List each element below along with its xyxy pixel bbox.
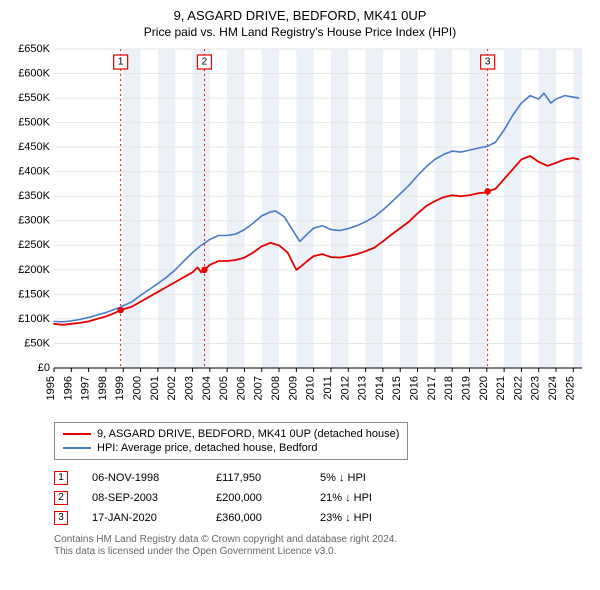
event-row: 1 06-NOV-1998 £117,950 5% ↓ HPI (54, 468, 590, 488)
legend-row: 9, ASGARD DRIVE, BEDFORD, MK41 0UP (deta… (63, 427, 399, 441)
svg-text:2001: 2001 (149, 376, 161, 400)
svg-text:£550K: £550K (18, 92, 50, 104)
svg-text:2011: 2011 (322, 376, 334, 400)
svg-text:£100K: £100K (18, 313, 50, 325)
svg-text:3: 3 (485, 56, 491, 67)
svg-text:£300K: £300K (18, 215, 50, 227)
legend-swatch (63, 433, 91, 435)
svg-text:2009: 2009 (287, 376, 299, 400)
svg-text:2021: 2021 (495, 376, 507, 400)
chart-svg: £0 £50K £100K £150K £200K £250K £300K £350K £400… (10, 43, 590, 418)
svg-text:2003: 2003 (183, 376, 195, 400)
event-badge: 1 (54, 471, 68, 485)
event-badge: 2 (54, 491, 68, 505)
chart-plot-area: £0 £50K £100K £150K £200K £250K £300K £350K £400… (10, 43, 590, 418)
legend-label: HPI: Average price, detached house, Bedf… (97, 442, 318, 454)
footer-line2: This data is licensed under the Open Gov… (54, 546, 590, 559)
event-price: £200,000 (216, 492, 296, 504)
event-hpi-diff: 23% ↓ HPI (320, 512, 372, 524)
svg-text:2025: 2025 (564, 376, 576, 400)
footer-line1: Contains HM Land Registry data © Crown c… (54, 534, 590, 547)
svg-text:1999: 1999 (114, 376, 126, 400)
events-table: 1 06-NOV-1998 £117,950 5% ↓ HPI 2 08-SEP-2003… (54, 468, 590, 528)
svg-text:£400K: £400K (18, 165, 50, 177)
svg-text:2018: 2018 (443, 376, 455, 400)
event-price: £360,000 (216, 512, 296, 524)
chart-title-line1: 9, ASGARD DRIVE, BEDFORD, MK41 0UP (10, 8, 590, 25)
chart-title-line2: Price paid vs. HM Land Registry's House … (10, 25, 590, 39)
svg-text:2013: 2013 (357, 376, 369, 400)
svg-text:£650K: £650K (18, 43, 50, 55)
event-row: 2 08-SEP-2003 £200,000 21% ↓ HPI (54, 488, 590, 508)
svg-text:£200K: £200K (18, 264, 50, 276)
legend-row: HPI: Average price, detached house, Bedf… (63, 441, 399, 455)
svg-text:1: 1 (118, 56, 124, 67)
svg-text:2008: 2008 (270, 376, 282, 400)
event-price: £117,950 (216, 472, 296, 484)
svg-text:2007: 2007 (253, 376, 265, 400)
svg-text:2020: 2020 (478, 376, 490, 400)
svg-text:2012: 2012 (339, 376, 351, 400)
svg-text:2017: 2017 (426, 376, 438, 400)
event-row: 3 17-JAN-2020 £360,000 23% ↓ HPI (54, 508, 590, 528)
svg-text:£150K: £150K (18, 288, 50, 300)
svg-text:2004: 2004 (201, 376, 213, 400)
svg-text:2014: 2014 (374, 376, 386, 400)
event-badge: 3 (54, 511, 68, 525)
svg-text:£500K: £500K (18, 116, 50, 128)
svg-text:2015: 2015 (391, 376, 403, 400)
svg-text:1997: 1997 (80, 376, 92, 400)
svg-text:1998: 1998 (97, 376, 109, 400)
svg-text:2006: 2006 (235, 376, 247, 400)
event-date: 08-SEP-2003 (92, 492, 192, 504)
svg-text:1995: 1995 (45, 376, 57, 400)
svg-text:2016: 2016 (409, 376, 421, 400)
svg-text:2005: 2005 (218, 376, 230, 400)
event-hpi-diff: 5% ↓ HPI (320, 472, 366, 484)
svg-text:1996: 1996 (62, 376, 74, 400)
svg-text:2002: 2002 (166, 376, 178, 400)
svg-text:2010: 2010 (305, 376, 317, 400)
svg-text:£50K: £50K (24, 337, 50, 349)
chart-legend: 9, ASGARD DRIVE, BEDFORD, MK41 0UP (deta… (54, 422, 408, 460)
event-hpi-diff: 21% ↓ HPI (320, 492, 372, 504)
svg-text:£0: £0 (38, 362, 50, 374)
svg-text:£350K: £350K (18, 190, 50, 202)
chart-container: 9, ASGARD DRIVE, BEDFORD, MK41 0UP Price… (0, 0, 600, 590)
svg-text:2019: 2019 (460, 376, 472, 400)
svg-text:£250K: £250K (18, 239, 50, 251)
svg-text:2023: 2023 (530, 376, 542, 400)
event-date: 06-NOV-1998 (92, 472, 192, 484)
svg-text:2: 2 (202, 56, 208, 67)
chart-footer: Contains HM Land Registry data © Crown c… (54, 534, 590, 559)
svg-text:2024: 2024 (547, 376, 559, 400)
svg-text:£600K: £600K (18, 67, 50, 79)
legend-swatch (63, 447, 91, 449)
event-date: 17-JAN-2020 (92, 512, 192, 524)
svg-text:£450K: £450K (18, 141, 50, 153)
svg-text:2022: 2022 (512, 376, 524, 400)
svg-text:2000: 2000 (132, 376, 144, 400)
legend-label: 9, ASGARD DRIVE, BEDFORD, MK41 0UP (deta… (97, 428, 399, 440)
